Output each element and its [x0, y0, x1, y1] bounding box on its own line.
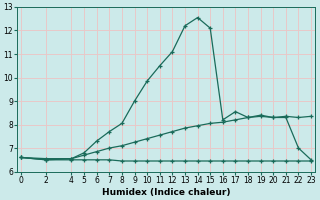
X-axis label: Humidex (Indice chaleur): Humidex (Indice chaleur): [102, 188, 230, 197]
